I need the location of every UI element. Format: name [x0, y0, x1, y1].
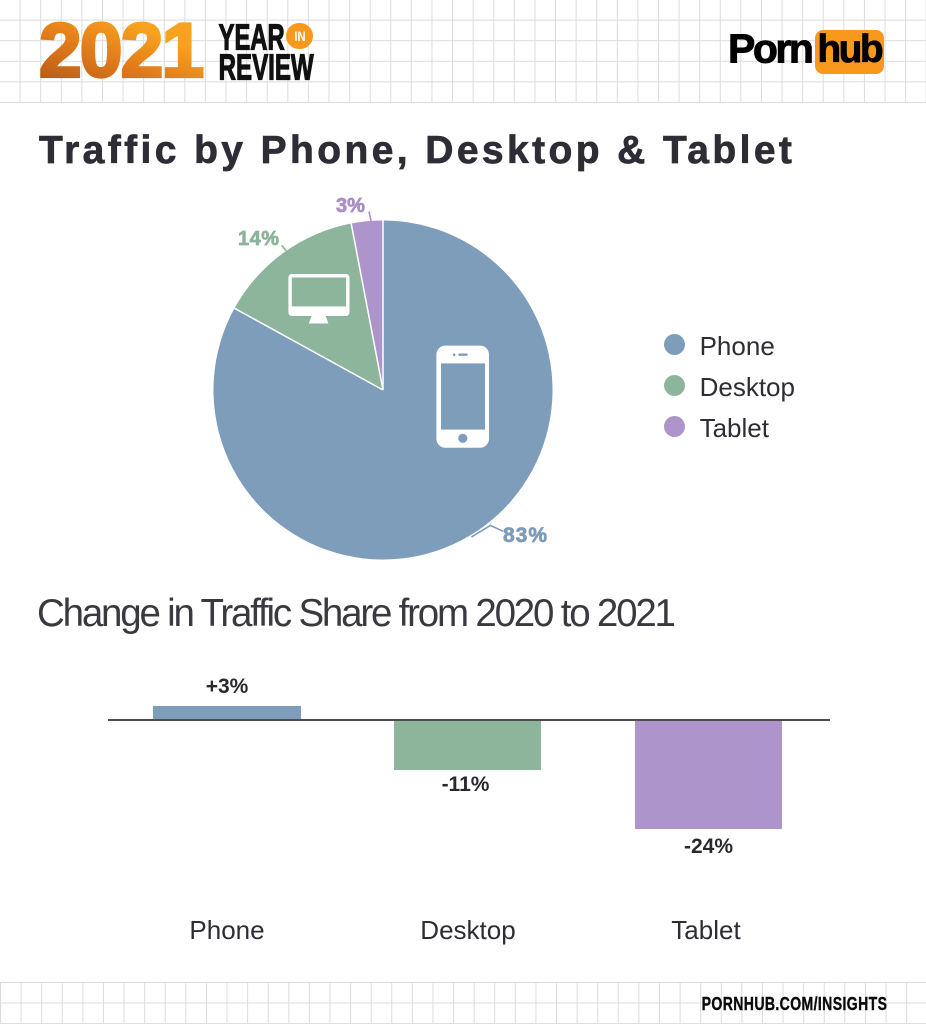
svg-text:Porn: Porn — [728, 26, 812, 72]
svg-text:YEAR: YEAR — [219, 16, 285, 57]
svg-text:REVIEW: REVIEW — [219, 47, 315, 88]
svg-text:2021: 2021 — [39, 9, 203, 94]
